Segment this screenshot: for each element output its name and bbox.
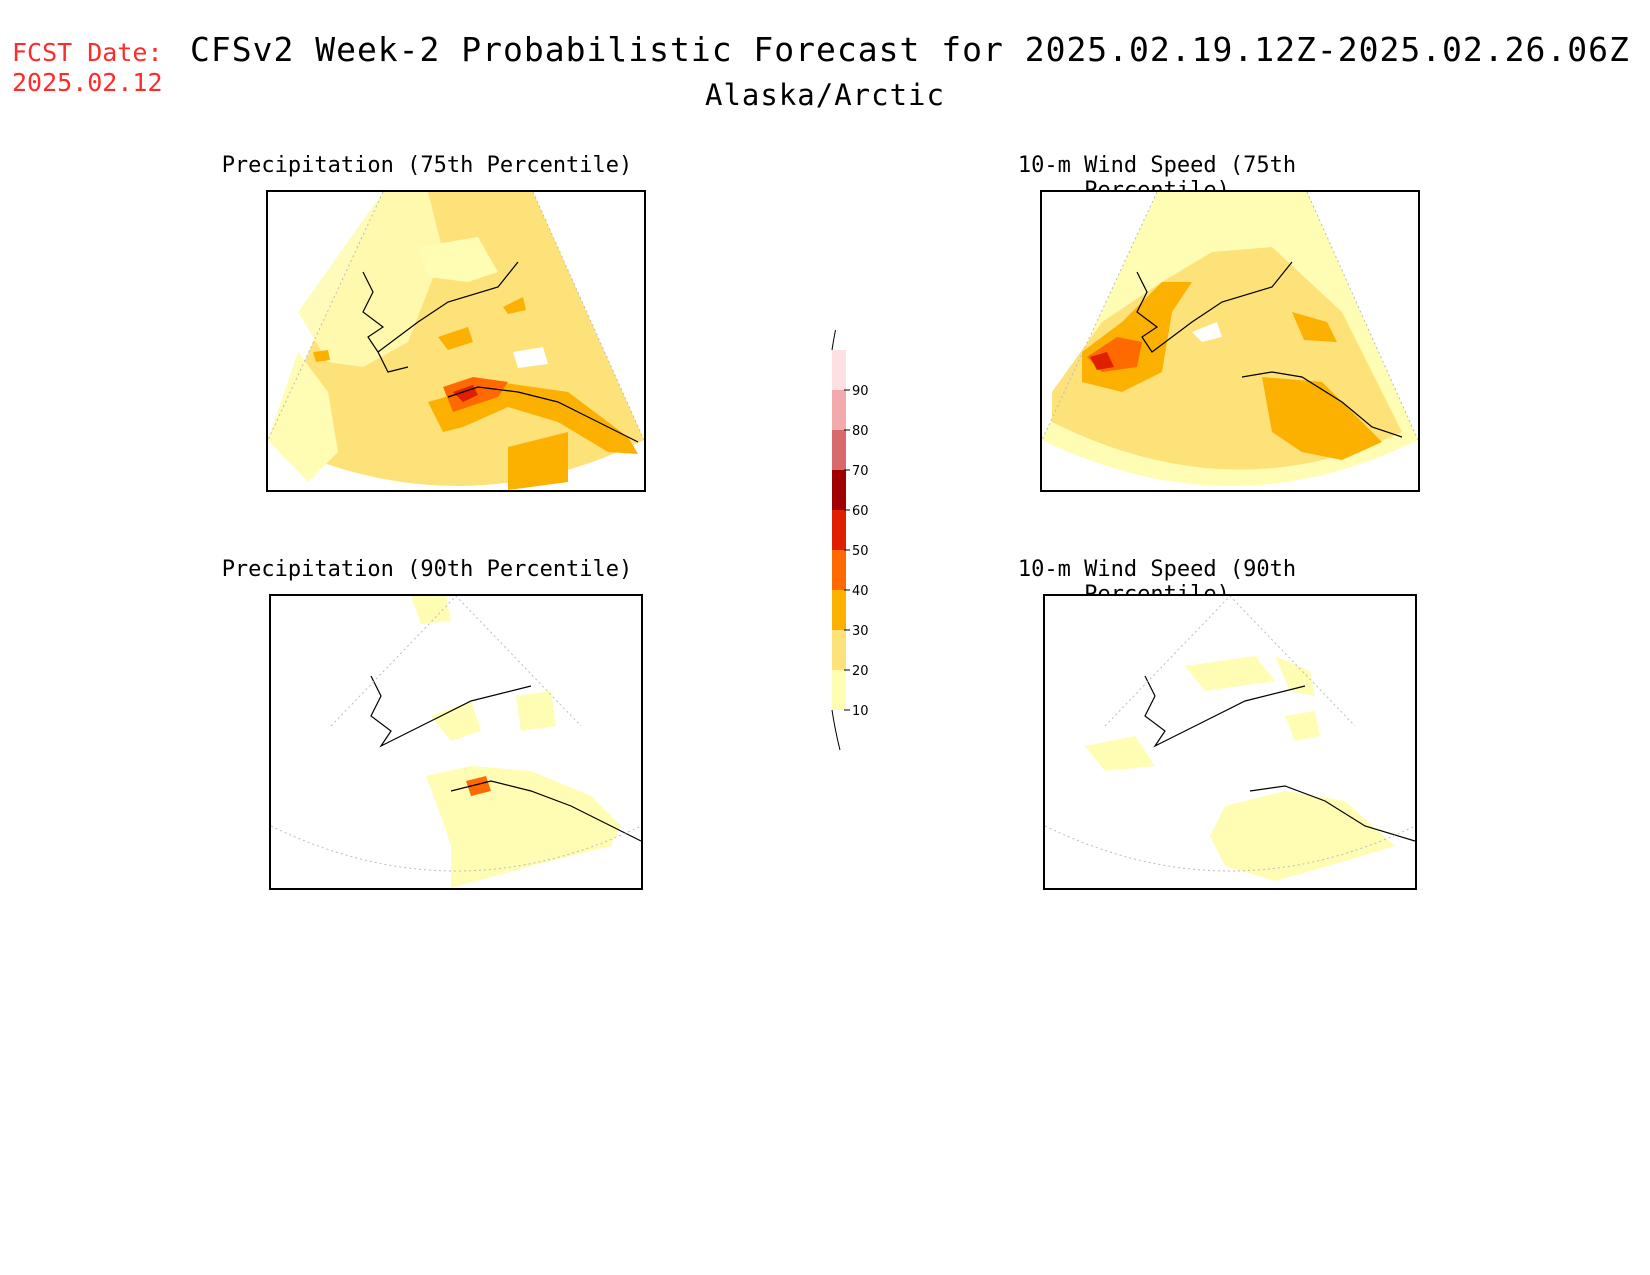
colorbar-tick-label: 50 <box>852 544 869 559</box>
colorbar-tick-label: 60 <box>852 504 869 519</box>
colorbar-tick-label: 70 <box>852 464 869 479</box>
colorbar-tick-label: 20 <box>852 664 869 679</box>
colorbar-swatch-5 <box>832 470 846 510</box>
fcst-date-label: FCST Date: <box>12 38 163 67</box>
colorbar-tick-label: 80 <box>852 424 869 439</box>
panel-title-precip-75: Precipitation (75th Percentile) <box>221 153 633 178</box>
map-panel-wind-90 <box>1043 594 1417 890</box>
panel-title-precip-90: Precipitation (90th Percentile) <box>221 557 633 582</box>
colorbar-svg: 10 20 30 40 50 60 70 80 90 <box>831 309 869 751</box>
colorbar-lower-extension <box>831 709 841 751</box>
colorbar: 10 20 30 40 50 60 70 80 90 <box>820 309 900 751</box>
colorbar-swatch-8 <box>832 350 846 390</box>
colorbar-tick-label: 90 <box>852 384 869 399</box>
colorbar-swatch-6 <box>832 430 846 470</box>
page-subtitle: Alaska/Arctic <box>705 78 945 112</box>
map-panel-precip-75 <box>266 190 646 492</box>
colorbar-tick-label: 10 <box>852 704 869 719</box>
colorbar-swatch-0 <box>832 670 846 710</box>
colorbar-swatch-4 <box>832 510 846 550</box>
colorbar-swatch-3 <box>832 550 846 590</box>
colorbar-tick-label: 30 <box>852 624 869 639</box>
colorbar-swatch-2 <box>832 590 846 630</box>
fcst-date-value: 2025.02.12 <box>12 68 163 97</box>
map-panel-precip-90 <box>269 594 643 890</box>
colorbar-swatch-7 <box>832 390 846 430</box>
colorbar-swatch-1 <box>832 630 846 670</box>
map-panel-wind-75 <box>1040 190 1420 492</box>
fcst-date-block: FCST Date: 2025.02.12 <box>12 38 163 98</box>
colorbar-tick-label: 40 <box>852 584 869 599</box>
colorbar-upper-extension <box>831 309 841 351</box>
page-title: CFSv2 Week-2 Probabilistic Forecast for … <box>190 30 1630 69</box>
